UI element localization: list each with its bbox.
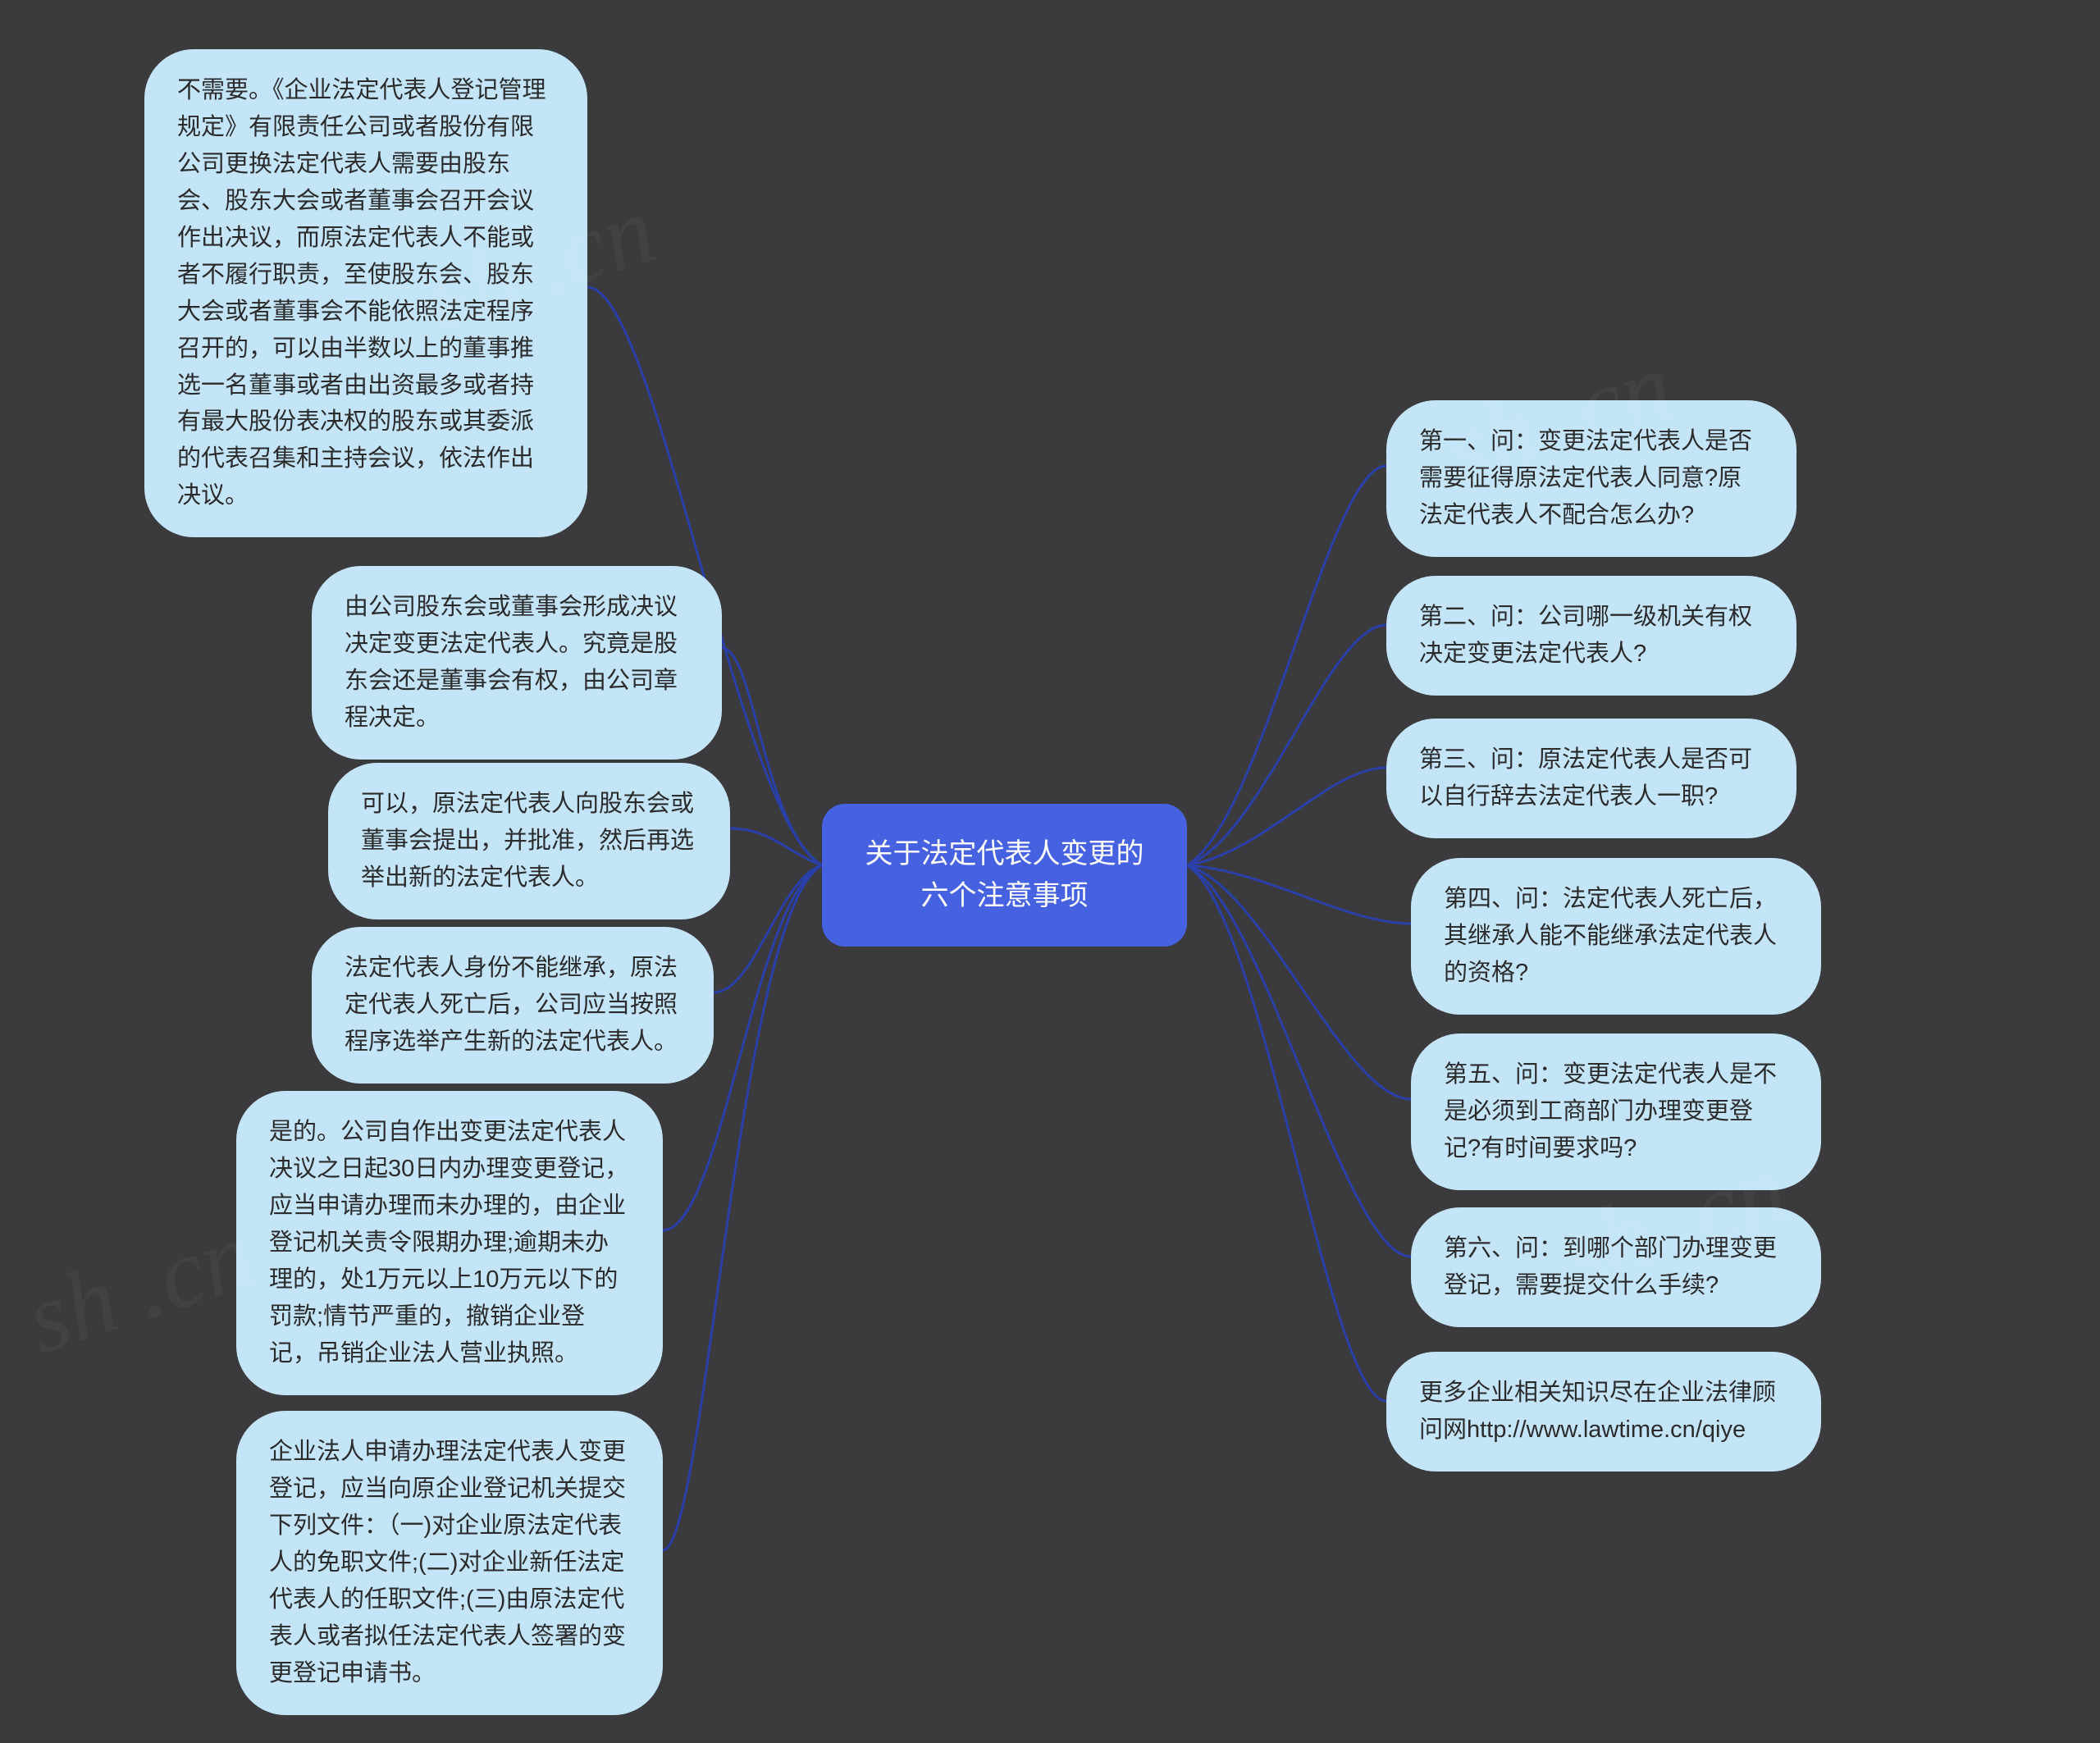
right-node-5: 第五、问：变更法定代表人是不是必须到工商部门办理变更登记?有时间要求吗? bbox=[1411, 1033, 1821, 1190]
edge-r4 bbox=[1187, 865, 1411, 924]
edge-r3 bbox=[1187, 768, 1386, 865]
edge-r1 bbox=[1187, 466, 1386, 865]
edge-l2 bbox=[722, 648, 822, 865]
left-node-6: 企业法人申请办理法定代表人变更登记，应当向原企业登记机关提交下列文件：（一)对企… bbox=[236, 1411, 663, 1715]
center-node: 关于法定代表人变更的六个注意事项 bbox=[822, 804, 1187, 947]
edge-r5 bbox=[1187, 865, 1411, 1099]
right-node-7: 更多企业相关知识尽在企业法律顾问网http://www.lawtime.cn/q… bbox=[1386, 1352, 1821, 1472]
edge-r7 bbox=[1187, 865, 1386, 1401]
left-node-4: 法定代表人身份不能继承，原法定代表人死亡后，公司应当按照程序选举产生新的法定代表… bbox=[312, 927, 714, 1084]
edge-r6 bbox=[1187, 865, 1411, 1257]
right-node-4: 第四、问：法定代表人死亡后，其继承人能不能继承法定代表人的资格? bbox=[1411, 858, 1821, 1015]
left-node-1: 不需要。《企业法定代表人登记管理规定》有限责任公司或者股份有限公司更换法定代表人… bbox=[144, 49, 587, 537]
edge-r2 bbox=[1187, 625, 1386, 865]
edge-l4 bbox=[714, 865, 822, 992]
left-node-3: 可以，原法定代表人向股东会或董事会提出，并批准，然后再选举出新的法定代表人。 bbox=[328, 763, 730, 919]
right-node-2: 第二、问：公司哪一级机关有权决定变更法定代表人? bbox=[1386, 576, 1796, 696]
right-node-1: 第一、问：变更法定代表人是否需要征得原法定代表人同意?原法定代表人不配合怎么办? bbox=[1386, 400, 1796, 557]
right-node-6: 第六、问：到哪个部门办理变更登记，需要提交什么手续? bbox=[1411, 1207, 1821, 1327]
right-node-3: 第三、问：原法定代表人是否可以自行辞去法定代表人一职? bbox=[1386, 719, 1796, 838]
watermark: sh .cn bbox=[13, 1198, 267, 1376]
left-node-5: 是的。公司自作出变更法定代表人决议之日起30日内办理变更登记，应当申请办理而未办… bbox=[236, 1091, 663, 1395]
left-node-2: 由公司股东会或董事会形成决议决定变更法定代表人。究竟是股东会还是董事会有权，由公… bbox=[312, 566, 722, 760]
edge-l3 bbox=[730, 828, 822, 865]
